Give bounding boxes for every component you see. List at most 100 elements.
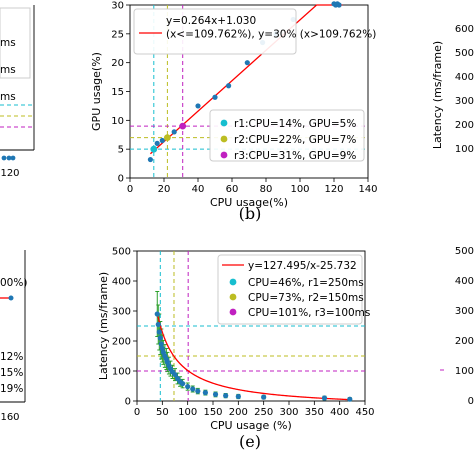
e-y-tick-label: 100 [112, 367, 131, 378]
a-data-point [6, 155, 12, 161]
c-y-tick-label: 600 [455, 24, 474, 35]
e-legend-fit-label: y=127.495/x-25.732 [248, 260, 357, 272]
a-legend-box [0, 7, 31, 79]
b-marker-legend-swatch [220, 119, 228, 127]
b-marker-legend-label: r3:CPU=31%, GPU=9% [234, 150, 356, 162]
e-x-tick-label: 200 [229, 407, 248, 418]
e-y-tick-label: 300 [112, 307, 131, 318]
e-x-tick-label: 250 [254, 407, 273, 418]
a-data-point [1, 155, 7, 161]
f-y-tick-label: 300 [455, 306, 474, 317]
e-data-point [156, 329, 162, 335]
e-marker-legend-swatch [229, 293, 237, 301]
e-fit-curve [156, 312, 350, 401]
b-panel-caption: (b) [239, 204, 262, 223]
a-legend-fragment: ms [0, 91, 16, 103]
f-y-tick-label: 400 [455, 276, 474, 287]
b-x-tick-label: 60 [226, 184, 239, 195]
e-marker-legend-label: CPU=46%, r1=250ms [248, 277, 364, 289]
b-x-tick-label: 0 [127, 184, 133, 195]
b-x-tick-label: 80 [260, 184, 273, 195]
e-x-tick-label: 50 [156, 407, 169, 418]
a-data-point [10, 155, 16, 161]
e-y-tick-label: 200 [112, 337, 131, 348]
b-marker-legend-swatch [220, 135, 228, 143]
b-y-axis-label: GPU usage(%) [90, 52, 103, 131]
c-y-tick-label: 400 [455, 72, 474, 83]
b-y-tick-label: 20 [111, 58, 124, 69]
e-x-axis-label: CPU usage (%) [210, 419, 292, 432]
e-data-point [180, 381, 186, 387]
e-data-point [223, 393, 229, 399]
c-y-tick-label: 500 [455, 48, 474, 59]
e-data-point [347, 396, 353, 402]
b-x-tick-label: 40 [192, 184, 205, 195]
e-marker-legend-label: CPU=101%, r3=100ms [248, 307, 370, 319]
e-data-point [155, 321, 161, 328]
a-legend-fragment: ms [0, 64, 16, 76]
b-marker-legend-swatch [220, 151, 228, 159]
c-y-tick-label: 200 [455, 120, 474, 131]
e-legend-box [217, 254, 363, 325]
b-data-point [159, 137, 165, 144]
e-data-point [321, 395, 328, 401]
b-marker-legend-label: r2:CPU=22%, GPU=7% [234, 134, 356, 146]
e-data-point [172, 372, 178, 378]
e-y-tick-label: 400 [112, 277, 131, 288]
e-x-tick-label: 150 [203, 407, 222, 418]
b-x-tick-label: 20 [158, 184, 171, 195]
f-y-tick-label: 100 [455, 366, 474, 377]
e-x-tick-label: 400 [330, 407, 349, 418]
e-marker-legend-swatch [229, 278, 237, 286]
f-y-tick-label: 0 [468, 396, 474, 407]
d-legend-fragment: 19% [0, 383, 23, 395]
b-data-point [336, 2, 342, 8]
b-data-point [212, 94, 218, 100]
e-data-point [185, 384, 191, 390]
b-marker-legend-box [209, 109, 365, 162]
c-y-axis-label: Latency (ms/frame) [431, 41, 444, 149]
f-y-tick-label: 500 [455, 246, 474, 257]
e-data-point [157, 335, 163, 341]
e-x-tick-label: 350 [305, 407, 324, 418]
e-data-point [212, 391, 219, 397]
e-panel-caption: (e) [239, 432, 261, 451]
b-x-axis-label: CPU usage(%) [210, 196, 288, 209]
b-data-point [226, 83, 232, 89]
e-y-axis-label: Latency (ms/frame) [97, 272, 110, 380]
d-legend-fragment: 00%) [0, 277, 27, 289]
e-y-tick-label: 0 [125, 397, 131, 408]
e-data-point [202, 390, 208, 396]
b-marker-point [179, 122, 187, 130]
d-legend-fragment: 15% [0, 367, 23, 379]
b-x-tick-label: 100 [290, 184, 309, 195]
e-data-point [158, 341, 164, 347]
b-fit-legend-label: y=0.264x+1.030 [166, 15, 256, 27]
f-y-tick-label: 200 [455, 336, 474, 347]
b-y-tick-label: 0 [118, 174, 124, 185]
b-y-tick-label: 10 [111, 116, 124, 127]
b-data-point [244, 60, 250, 66]
e-data-point [159, 345, 165, 352]
a-x-tick-label: 120 [0, 168, 19, 179]
b-y-tick-label: 5 [118, 145, 124, 156]
b-fit-legend-label: (x<=109.762%), y=30% (x>109.762%) [166, 29, 376, 41]
b-x-tick-label: 140 [358, 184, 377, 195]
b-x-tick-label: 120 [324, 184, 343, 195]
b-y-tick-label: 15 [111, 87, 124, 98]
d-x-tick-label: 160 [0, 412, 19, 423]
e-marker-legend-label: CPU=73%, r2=150ms [248, 292, 364, 304]
b-data-point [147, 156, 153, 163]
e-x-tick-label: 100 [178, 407, 197, 418]
e-data-point [195, 388, 201, 394]
e-x-tick-label: 300 [279, 407, 298, 418]
c-y-tick-label: 100 [455, 144, 474, 155]
e-x-tick-label: 450 [355, 407, 374, 418]
b-marker-point [164, 134, 171, 142]
c-y-tick-label: 300 [455, 96, 474, 107]
e-x-tick-label: 0 [134, 407, 140, 418]
e-data-point [154, 311, 160, 317]
b-fit-legend-box [133, 8, 297, 55]
d-legend-fragment: 12% [0, 351, 23, 363]
